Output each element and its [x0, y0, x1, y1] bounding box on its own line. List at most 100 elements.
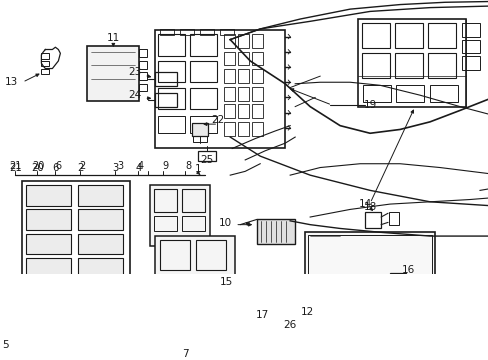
- Bar: [238, 87, 249, 100]
- Bar: [252, 69, 263, 83]
- Text: 11: 11: [106, 33, 120, 43]
- Text: 18: 18: [363, 202, 376, 212]
- Text: 16: 16: [401, 265, 414, 275]
- Bar: [252, 87, 263, 100]
- Bar: [250, 279, 264, 287]
- Bar: [41, 61, 49, 66]
- Bar: [180, 29, 194, 35]
- Bar: [224, 87, 235, 100]
- Bar: [238, 34, 249, 48]
- Bar: [158, 116, 185, 132]
- Bar: [193, 136, 207, 141]
- Bar: [87, 46, 139, 100]
- Bar: [461, 23, 479, 37]
- Bar: [3, 331, 16, 339]
- Bar: [238, 122, 249, 136]
- Bar: [182, 189, 205, 212]
- Bar: [461, 57, 479, 70]
- Bar: [238, 69, 249, 83]
- Text: 3: 3: [112, 162, 118, 172]
- Bar: [252, 34, 263, 48]
- Text: 3: 3: [117, 161, 123, 171]
- Text: 10: 10: [219, 218, 232, 228]
- Text: 21: 21: [9, 161, 21, 171]
- Bar: [78, 234, 123, 255]
- Text: 20: 20: [31, 162, 43, 172]
- Text: 15: 15: [220, 277, 233, 287]
- Text: 1: 1: [195, 164, 201, 174]
- Bar: [190, 116, 217, 132]
- Text: 23: 23: [128, 67, 141, 77]
- Bar: [224, 122, 235, 136]
- Bar: [158, 87, 185, 109]
- Text: 24: 24: [128, 90, 141, 100]
- Bar: [78, 283, 123, 303]
- Bar: [365, 212, 380, 229]
- Bar: [190, 61, 217, 82]
- Bar: [427, 23, 455, 48]
- Bar: [158, 61, 185, 82]
- Bar: [6, 293, 20, 304]
- Text: 7: 7: [182, 349, 188, 359]
- Bar: [200, 29, 214, 35]
- Bar: [388, 212, 398, 225]
- Bar: [6, 307, 20, 318]
- Bar: [238, 52, 249, 66]
- Bar: [154, 216, 177, 231]
- Bar: [394, 53, 422, 78]
- Bar: [155, 93, 177, 107]
- Bar: [461, 40, 479, 53]
- Bar: [182, 216, 205, 231]
- Bar: [155, 72, 177, 86]
- Text: 2: 2: [79, 161, 85, 171]
- Text: 25: 25: [200, 155, 213, 165]
- Bar: [224, 52, 235, 66]
- Text: 17: 17: [255, 310, 268, 320]
- Bar: [395, 85, 423, 102]
- Bar: [154, 189, 177, 212]
- Bar: [389, 273, 405, 283]
- Bar: [190, 87, 217, 109]
- Bar: [224, 104, 235, 118]
- Bar: [139, 84, 147, 91]
- Text: 20: 20: [32, 161, 44, 171]
- Text: 13: 13: [5, 77, 19, 87]
- Bar: [252, 52, 263, 66]
- Bar: [26, 210, 71, 230]
- Bar: [192, 123, 208, 136]
- Bar: [22, 181, 130, 315]
- Bar: [22, 316, 130, 331]
- Bar: [153, 311, 238, 345]
- Bar: [78, 258, 123, 279]
- Bar: [224, 69, 235, 83]
- Bar: [26, 258, 71, 279]
- Bar: [190, 34, 217, 55]
- Bar: [160, 274, 190, 301]
- Bar: [139, 72, 147, 80]
- Bar: [429, 85, 457, 102]
- Bar: [3, 343, 16, 350]
- Bar: [252, 122, 263, 136]
- Bar: [305, 232, 434, 305]
- Text: 21: 21: [9, 162, 22, 172]
- Bar: [260, 299, 274, 307]
- Text: 4: 4: [135, 162, 141, 172]
- Bar: [78, 210, 123, 230]
- Text: 12: 12: [300, 307, 313, 317]
- Text: 22: 22: [211, 115, 224, 125]
- Bar: [139, 49, 147, 57]
- Text: 9: 9: [162, 161, 168, 171]
- Bar: [220, 29, 234, 35]
- Text: 14: 14: [358, 199, 371, 209]
- Bar: [175, 325, 195, 336]
- Bar: [198, 151, 216, 161]
- Bar: [257, 219, 295, 244]
- Bar: [16, 343, 37, 356]
- Bar: [362, 23, 389, 48]
- Bar: [357, 19, 465, 107]
- Bar: [26, 283, 71, 303]
- Text: 26: 26: [283, 320, 296, 330]
- Bar: [158, 34, 185, 55]
- Bar: [363, 85, 390, 102]
- Text: 2: 2: [77, 162, 83, 172]
